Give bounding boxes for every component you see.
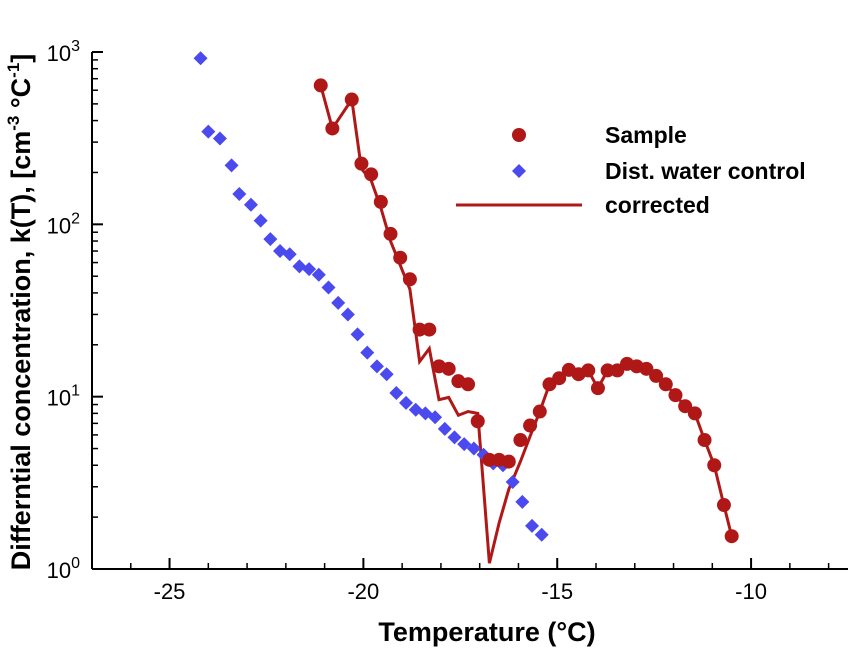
sample-point [658, 377, 673, 392]
x-ticks: -25 -20 -15 -10 [91, 558, 830, 604]
y-axis-title: Differntial concentration, k(T), [cm-3 °… [4, 54, 36, 571]
control-point [466, 441, 481, 456]
sample-point [373, 194, 388, 209]
sample-point [639, 361, 654, 376]
control-point [193, 51, 208, 66]
sample-point [470, 414, 485, 429]
control-point [311, 267, 326, 282]
sample-point [724, 529, 739, 544]
sample-point [513, 433, 528, 448]
axes [91, 52, 848, 570]
series-dist-water-control [193, 51, 549, 542]
sample-point [393, 250, 408, 265]
control-point [232, 186, 247, 201]
legend-control-marker [512, 164, 526, 178]
sample-point [313, 78, 328, 93]
y-tick-label: 103 [47, 38, 80, 66]
legend-control-label: Dist. water control [605, 158, 806, 184]
y-ticks: 100 101 102 103 [47, 38, 103, 583]
sample-point [678, 399, 693, 414]
sample-point [364, 167, 379, 182]
control-point [515, 494, 530, 509]
sample-point [325, 121, 340, 136]
control-point [253, 213, 268, 228]
control-point [369, 359, 384, 374]
sample-point [344, 92, 359, 107]
sample-point [697, 433, 712, 448]
sample-point [523, 418, 538, 433]
sample-point [552, 371, 567, 386]
sample-point [441, 361, 456, 376]
x-tick-label: -25 [154, 579, 186, 604]
control-point [340, 307, 355, 322]
control-point [282, 247, 297, 262]
sample-point [668, 388, 683, 403]
sample-point [600, 363, 615, 378]
sample-point [590, 381, 605, 396]
sample-point [354, 156, 369, 171]
y-tick-label: 101 [47, 383, 80, 411]
control-point [243, 197, 258, 212]
control-point [525, 518, 540, 533]
control-point [505, 474, 520, 489]
control-point [457, 437, 472, 452]
y-tick-label: 102 [47, 210, 80, 238]
control-point [437, 421, 452, 436]
sample-point [581, 363, 596, 378]
sample-point [532, 404, 547, 419]
control-point [331, 295, 346, 310]
control-point [379, 367, 394, 382]
sample-point [383, 226, 398, 241]
sample-point [422, 322, 437, 337]
sample-point [707, 458, 722, 473]
control-point [201, 124, 216, 139]
y-axis-title-exp2: -1 [4, 63, 23, 78]
y-axis-title-exp1: -3 [4, 116, 23, 131]
control-point [263, 232, 278, 247]
x-tick-label: -10 [735, 579, 767, 604]
sample-point [716, 498, 731, 513]
control-point [389, 386, 404, 401]
control-point [350, 327, 365, 342]
series-sample [313, 78, 739, 544]
x-axis-title: Temperature (°C) [378, 617, 595, 647]
control-point [447, 430, 462, 445]
control-point [212, 131, 227, 146]
control-point [224, 158, 239, 173]
y-axis-title-end: ] [6, 54, 36, 63]
sample-point [649, 368, 664, 383]
control-point [321, 280, 336, 295]
control-point [399, 395, 414, 410]
legend-corrected-label: corrected [605, 192, 710, 218]
sample-point [501, 454, 516, 469]
control-point [360, 345, 375, 360]
control-point [302, 262, 317, 277]
sample-point [482, 452, 497, 467]
control-point [292, 259, 307, 274]
legend: Sample Dist. water control corrected [456, 122, 806, 218]
legend-sample-marker [512, 128, 526, 142]
y-tick-label: 100 [47, 555, 80, 583]
y-axis-title-mid: °C [6, 78, 36, 116]
x-tick-label: -20 [347, 579, 379, 604]
legend-sample-label: Sample [605, 122, 687, 148]
sample-point [687, 406, 702, 421]
control-point [534, 527, 549, 542]
sample-point [402, 272, 417, 287]
y-axis-title-main: Differntial concentration, k(T), [cm [6, 131, 36, 571]
sample-point [412, 322, 427, 337]
sample-point [461, 377, 476, 392]
control-point [428, 410, 443, 425]
x-tick-label: -15 [541, 579, 573, 604]
